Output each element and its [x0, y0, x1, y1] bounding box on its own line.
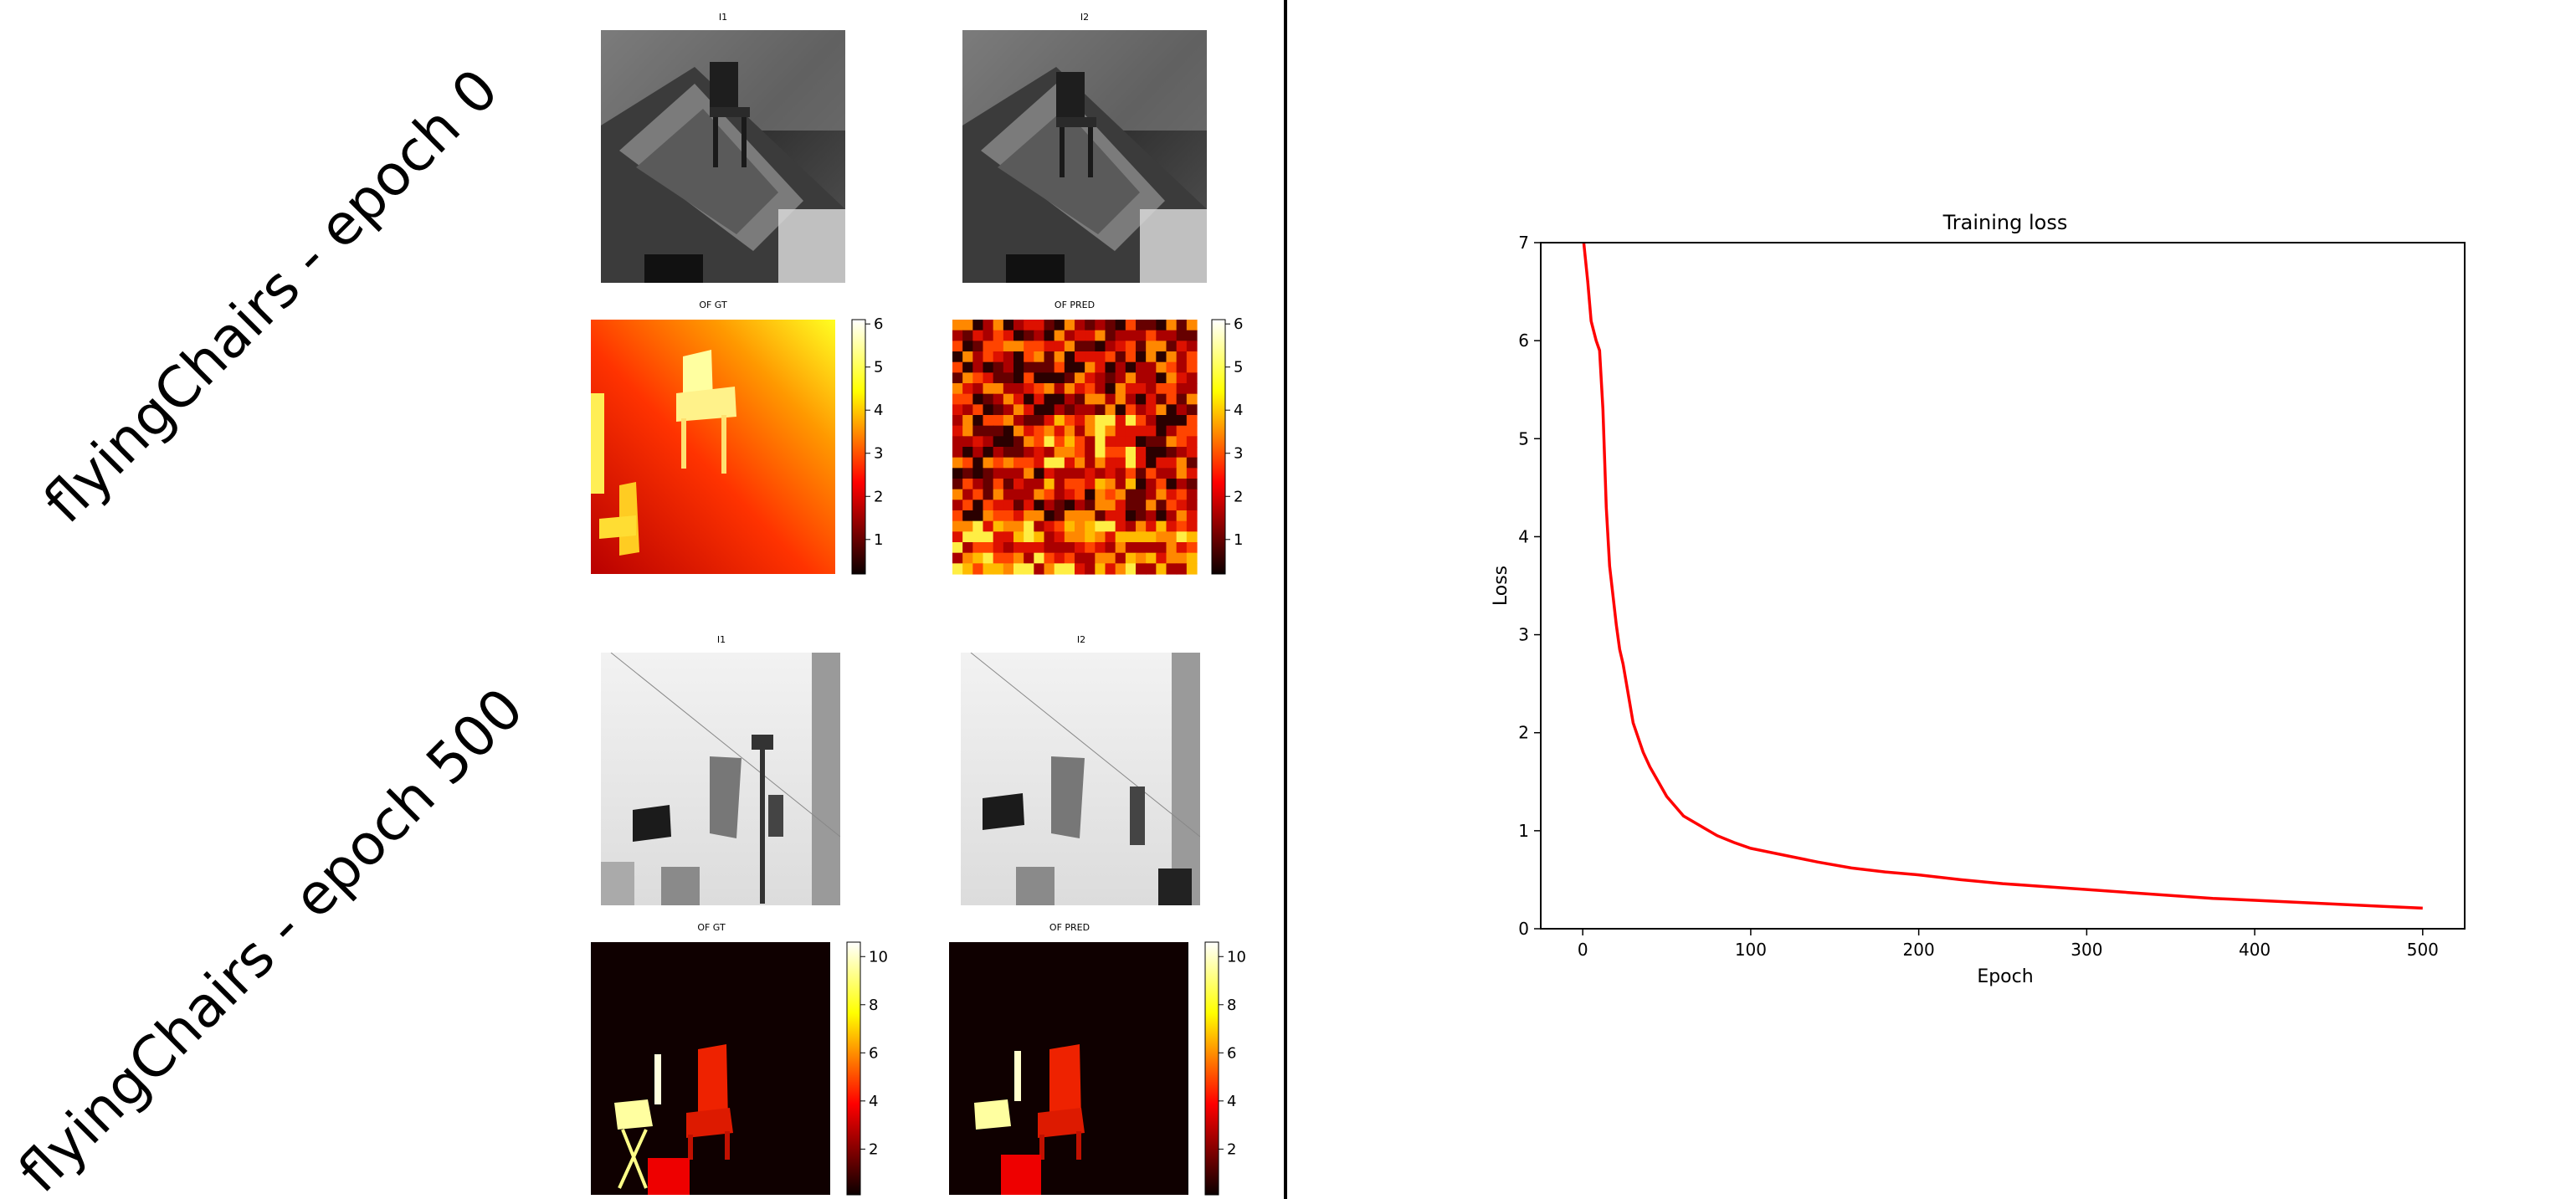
colorbar-tick-label: 2 — [874, 488, 883, 505]
panel-title-i1-epoch0: I1 — [719, 12, 727, 23]
panel-title-i1-epoch500: I1 — [717, 634, 726, 645]
flow-gt-epoch0 — [591, 320, 835, 574]
colorbar-tick-label: 3 — [1234, 445, 1243, 463]
colorbar-tick-label: 4 — [1227, 1093, 1236, 1110]
image-i2-epoch500 — [961, 653, 1200, 905]
x-tick-label: 100 — [1735, 940, 1767, 960]
colorbar-tick-label: 6 — [1227, 1044, 1236, 1062]
x-tick-label: 200 — [1903, 940, 1935, 960]
loss-series-line — [1582, 243, 2423, 910]
colorbar-tick-label: 5 — [874, 359, 883, 377]
colorbar-tick-label: 4 — [869, 1093, 878, 1110]
panel-title-gt-epoch0: OF GT — [699, 300, 727, 310]
colorbar-tick-label: 6 — [869, 1044, 878, 1062]
colorbar-tick-label: 4 — [1234, 402, 1243, 419]
y-tick-label: 6 — [1518, 330, 1529, 351]
x-tick-label: 400 — [2239, 940, 2271, 960]
colorbar-tick-label: 8 — [1227, 997, 1236, 1014]
colorbar-tick-label: 1 — [1234, 531, 1243, 549]
y-tick-label: 7 — [1518, 233, 1529, 253]
row-labels: flyingChairs - epoch 0 flyingChairs - ep… — [6, 57, 536, 1199]
colorbar-tick-label: 1 — [874, 531, 883, 549]
y-tick-label: 5 — [1518, 428, 1529, 448]
colorbar-tick-label: 8 — [869, 997, 878, 1014]
colorbar-tick-label: 6 — [874, 315, 883, 333]
colorbar-tick-label: 2 — [1234, 488, 1243, 505]
y-axis-label: Loss — [1491, 566, 1511, 606]
colorbar-gt-epoch500: 2 4 6 8 10 — [846, 941, 888, 1196]
colorbar-tick-label: 2 — [1227, 1140, 1236, 1158]
x-tick-label: 500 — [2407, 940, 2439, 960]
colorbar-pred-epoch500: 2 4 6 8 10 — [1204, 941, 1246, 1196]
flow-gt-epoch500 — [591, 942, 830, 1195]
x-tick-label: 300 — [2071, 940, 2102, 960]
image-i2-epoch0 — [962, 30, 1207, 283]
row-label-epoch-0: flyingChairs - epoch 0 — [32, 57, 511, 535]
y-tick-label: 3 — [1518, 625, 1529, 645]
y-tick-label: 0 — [1518, 919, 1529, 939]
flow-pred-epoch500 — [949, 942, 1188, 1195]
divider-line — [1284, 0, 1287, 1199]
y-tick-label: 1 — [1518, 821, 1529, 841]
chart-title: Training loss — [1942, 211, 2068, 234]
x-tick-label: 0 — [1578, 940, 1588, 960]
colorbar-tick-label: 4 — [874, 402, 883, 419]
panel-title-i2-epoch0: I2 — [1080, 12, 1089, 23]
colorbar-gt-epoch0: 1 2 3 4 5 6 — [851, 315, 883, 575]
colorbar-tick-label: 10 — [1227, 948, 1246, 966]
row-label-epoch-500: flyingChairs - epoch 500 — [6, 675, 536, 1199]
training-loss-chart: Training loss Epoch Loss 0 100 200 300 400 50… — [1491, 211, 2466, 987]
panel-title-pred-epoch0: OF PRED — [1055, 300, 1095, 310]
colorbar-tick-label: 5 — [1234, 359, 1243, 377]
colorbar-tick-label: 6 — [1234, 315, 1243, 333]
colorbar-tick-label: 10 — [869, 948, 888, 966]
colorbar-pred-epoch0: 1 2 3 4 5 6 — [1211, 315, 1243, 575]
plot-frame — [1540, 242, 2466, 930]
x-axis-label: Epoch — [1977, 966, 2033, 987]
panel-title-pred-epoch500: OF PRED — [1049, 922, 1090, 933]
y-tick-label: 4 — [1518, 526, 1529, 546]
image-i1-epoch500 — [601, 653, 840, 905]
flow-pred-epoch0 — [952, 320, 1198, 575]
y-tick-label: 2 — [1518, 723, 1529, 743]
panel-title-i2-epoch500: I2 — [1077, 634, 1085, 645]
sample-panels: I1 I2 OF GT 1 2 3 — [591, 12, 1246, 1196]
colorbar-tick-label: 3 — [874, 445, 883, 463]
colorbar-tick-label: 2 — [869, 1140, 878, 1158]
image-i1-epoch0 — [601, 30, 845, 283]
panel-title-gt-epoch500: OF GT — [697, 922, 726, 933]
